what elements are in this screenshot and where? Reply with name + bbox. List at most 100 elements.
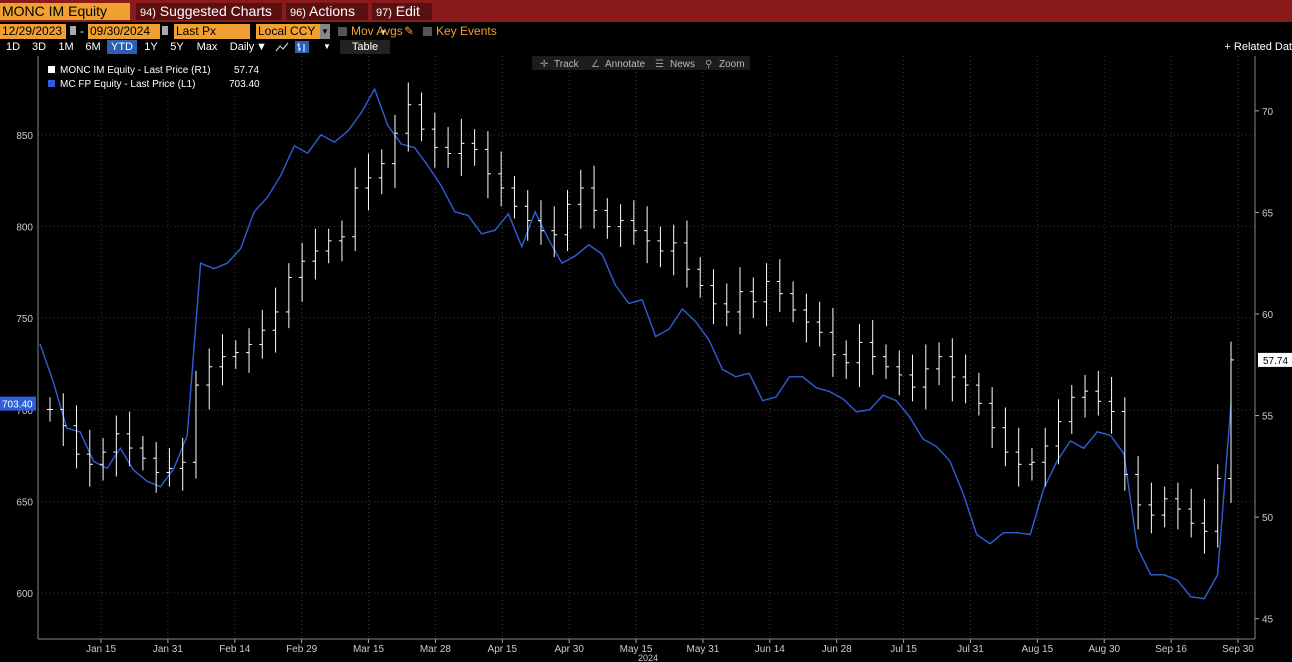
x-tick-label: Aug 30 <box>1088 644 1120 655</box>
mov-avgs-label[interactable]: Mov Avgs <box>351 24 403 38</box>
x-tick-label: Sep 16 <box>1155 644 1187 655</box>
actions-menu[interactable]: 96) Actions ▼ <box>286 3 368 37</box>
pencil-icon[interactable]: ✎ <box>404 24 415 38</box>
calendar-icon[interactable] <box>70 26 76 35</box>
ohlc-bar-monc <box>1121 397 1128 491</box>
suggested-charts-menu[interactable]: 94) Suggested Charts ▼ <box>136 3 282 37</box>
crosshair-icon[interactable]: ✛ <box>540 59 548 70</box>
mov-avgs-checkbox[interactable] <box>338 27 347 36</box>
ohlc-bar-monc <box>869 320 876 375</box>
ohlc-bar-monc <box>139 435 146 471</box>
key-events-label[interactable]: Key Events <box>436 24 497 38</box>
ohlc-bar-monc <box>1214 464 1221 548</box>
edit-menu[interactable]: 97) Edit ▼ <box>372 3 432 37</box>
frequency-select[interactable]: Daily <box>229 41 255 53</box>
ohlc-bar-monc <box>325 228 332 264</box>
ohlc-bar-monc <box>630 200 637 245</box>
ohlc-bar-monc <box>617 204 624 247</box>
legend-swatch-mc <box>48 80 55 87</box>
key-events-checkbox[interactable] <box>423 27 432 36</box>
ohlc-bar-monc <box>882 344 889 379</box>
last-value-badge-right <box>1258 352 1292 367</box>
period-1m[interactable]: 1M <box>58 41 74 53</box>
ohlc-bar-monc <box>683 220 690 288</box>
ohlc-bar-monc <box>750 277 757 319</box>
chevron-down-icon: ▼ <box>379 28 387 37</box>
ohlc-bar-monc <box>232 340 239 369</box>
period-1d[interactable]: 1D <box>5 41 21 53</box>
left-tick-label: 600 <box>16 589 33 600</box>
ticker-input[interactable]: MONC IM Equity <box>0 3 130 20</box>
ohlc-bar-monc <box>1068 385 1075 434</box>
chevron-down-icon[interactable]: ▼ <box>256 41 267 53</box>
x-tick-label: Feb 29 <box>286 644 318 655</box>
left-tick-label: 700 <box>16 406 33 417</box>
ohlc-bar-monc <box>856 324 863 388</box>
zoom-button[interactable]: Zoom <box>719 59 745 70</box>
top-menu-bar: MONC IM Equity 94) Suggested Charts ▼ 96… <box>0 0 1292 37</box>
right-tick-label: 60 <box>1262 310 1274 321</box>
x-year-label: 2024 <box>638 653 658 662</box>
end-date-field[interactable]: 09/30/2024 <box>88 24 160 39</box>
ohlc-bar-monc <box>1148 482 1155 534</box>
chevron-down-icon[interactable]: ▼ <box>320 24 330 39</box>
ohlc-bar-monc <box>445 127 452 168</box>
ohlc-bar-monc <box>219 334 226 386</box>
series-layer <box>39 82 1234 600</box>
news-icon[interactable]: ☰ <box>655 59 664 70</box>
annotate-button[interactable]: Annotate <box>605 59 645 70</box>
ohlc-bar-monc <box>126 411 133 467</box>
ohlc-bar-monc <box>378 149 385 195</box>
zoom-icon[interactable]: ⚲ <box>705 59 712 70</box>
ohlc-bar-monc <box>697 257 704 298</box>
ohlc-bar-monc <box>763 263 770 327</box>
menu-label: Actions <box>309 3 355 19</box>
legend-label-monc: MONC IM Equity - Last Price (R1) <box>60 65 211 76</box>
period-3d[interactable]: 3D <box>31 41 47 53</box>
ohlc-bar-monc <box>644 206 651 264</box>
currency-select[interactable]: Local CCY <box>256 24 320 39</box>
x-tick-label: Mar 15 <box>353 644 385 655</box>
right-tick-label: 50 <box>1262 513 1274 524</box>
bar-chart-icon[interactable] <box>295 41 309 53</box>
chevron-down-icon[interactable]: ▼ <box>323 42 331 51</box>
period-5y[interactable]: 5Y <box>170 41 184 53</box>
legend-swatch-monc <box>48 66 55 73</box>
menu-number: 96) <box>290 7 306 19</box>
last-value-left: 703.40 <box>2 400 33 411</box>
period-max[interactable]: Max <box>196 41 218 53</box>
x-tick-label: Jun 14 <box>755 644 785 655</box>
ohlc-bar-monc <box>153 441 160 493</box>
table-button[interactable]: Table <box>340 40 390 54</box>
ohlc-bar-monc <box>1028 448 1035 481</box>
ohlc-bar-monc <box>790 281 797 323</box>
x-tick-label: Jul 31 <box>957 644 984 655</box>
price-field-select[interactable]: Last Px <box>174 24 250 39</box>
period-1y[interactable]: 1Y <box>144 41 158 53</box>
period-ytd[interactable]: YTD <box>107 40 137 54</box>
ohlc-bar-monc <box>551 206 558 258</box>
related-data-button[interactable]: + Related Dat <box>1224 41 1292 53</box>
annotate-icon[interactable]: ∠ <box>591 59 600 70</box>
ohlc-bar-monc <box>949 338 956 402</box>
ohlc-bar-monc <box>816 301 823 347</box>
period-6m[interactable]: 6M <box>85 41 101 53</box>
ohlc-bar-monc <box>365 153 372 211</box>
line-chart-icon[interactable] <box>275 41 289 53</box>
price-chart[interactable]: Jan 15 Jan 31 Feb 14 Feb 29 Mar 15 Mar 28 Apr … <box>0 54 1292 662</box>
start-date-field[interactable]: 12/29/2023 <box>0 24 66 39</box>
ohlc-bar-monc <box>272 287 279 353</box>
news-button[interactable]: News <box>670 59 695 70</box>
ohlc-bar-monc <box>1135 456 1142 530</box>
x-tick-label: Aug 15 <box>1022 644 1054 655</box>
date-separator: - <box>80 24 84 38</box>
track-button[interactable]: Track <box>554 59 580 70</box>
x-tick-label: Jun 28 <box>822 644 852 655</box>
ohlc-bar-monc <box>803 293 810 343</box>
calendar-icon[interactable] <box>162 26 168 35</box>
ohlc-bar-monc <box>60 393 67 447</box>
x-tick-label: May 31 <box>687 644 720 655</box>
ohlc-bar-monc <box>975 372 982 416</box>
x-tick-label: Mar 28 <box>420 644 452 655</box>
x-tick-label: Apr 15 <box>488 644 518 655</box>
